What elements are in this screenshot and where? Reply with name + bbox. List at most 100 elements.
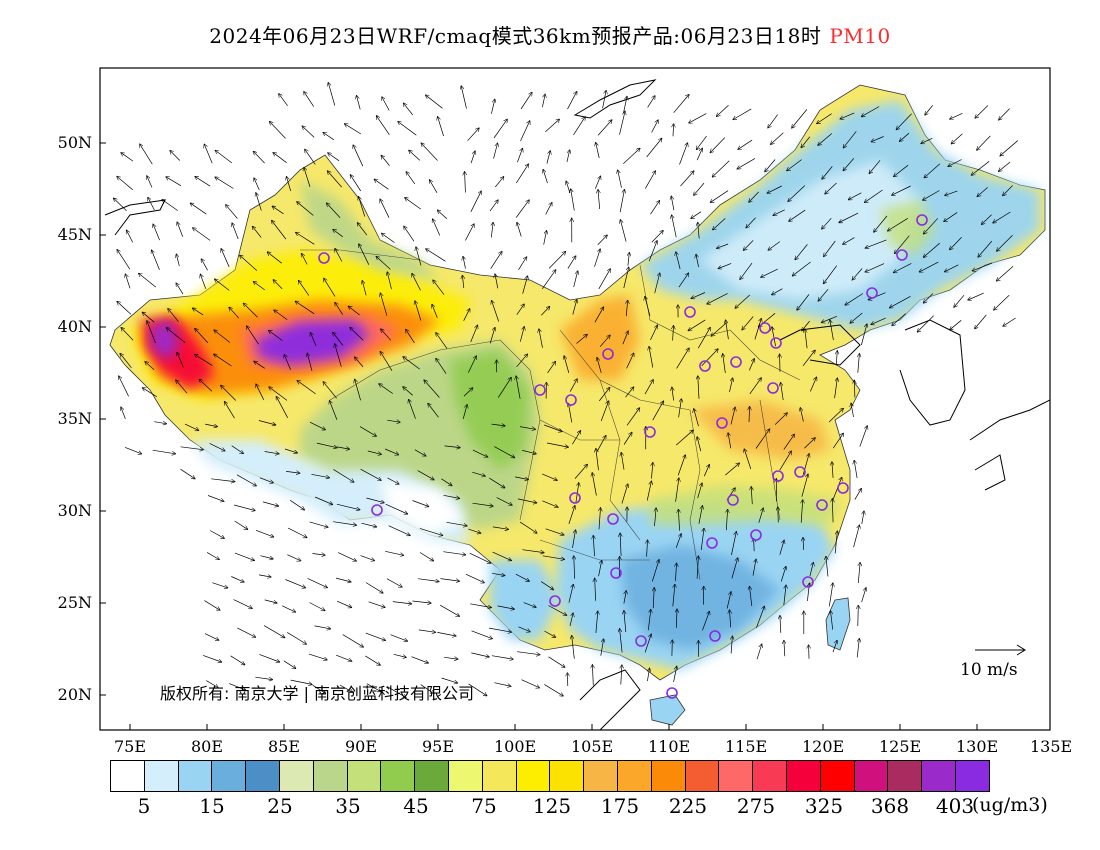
wind-arrow bbox=[471, 630, 493, 639]
wind-arrow bbox=[672, 387, 674, 401]
indochina-coast bbox=[579, 669, 641, 730]
wind-arrow bbox=[254, 361, 265, 369]
wind-arrow bbox=[972, 262, 993, 271]
legend-swatch bbox=[448, 760, 483, 792]
wind-arrow bbox=[767, 185, 782, 193]
wind-arrow bbox=[465, 224, 474, 241]
wind-arrow bbox=[771, 132, 784, 144]
wind-arrow bbox=[978, 240, 993, 257]
wind-arrow bbox=[314, 496, 332, 505]
wind-arrow bbox=[328, 171, 342, 188]
lat-label-40: 40N bbox=[57, 317, 92, 336]
wind-arrow bbox=[309, 421, 325, 430]
north-light bbox=[700, 160, 920, 300]
wind-arrow bbox=[361, 522, 376, 527]
tibet-white bbox=[380, 480, 465, 535]
wind-arrow bbox=[818, 288, 829, 301]
wind-arrow bbox=[215, 151, 233, 164]
wind-arrow bbox=[596, 436, 606, 452]
wind-arrow bbox=[206, 552, 219, 559]
wind-arrow bbox=[350, 175, 361, 192]
wind-arrow bbox=[854, 461, 858, 479]
wind-arrow bbox=[467, 128, 479, 141]
station-marker bbox=[534, 384, 546, 396]
wind-arrow bbox=[419, 528, 443, 535]
legend-swatch bbox=[820, 760, 855, 792]
wind-arrow bbox=[691, 292, 706, 299]
lon-label-90: 90E bbox=[345, 737, 378, 756]
wind-arrow bbox=[594, 176, 600, 189]
wind-arrow bbox=[925, 105, 933, 115]
province-borders bbox=[300, 249, 801, 581]
wind-arrow bbox=[568, 506, 575, 525]
wind-arrow bbox=[264, 599, 277, 603]
legend-label-25: 25 bbox=[267, 794, 293, 818]
station-marker bbox=[318, 252, 330, 264]
wind-arrow bbox=[679, 143, 688, 165]
station-marker bbox=[569, 492, 581, 504]
wind-arrow bbox=[170, 151, 181, 161]
wind-arrow bbox=[944, 212, 958, 221]
wind-arrow bbox=[365, 582, 383, 593]
wind-arrow bbox=[620, 629, 623, 653]
lat-label-50: 50N bbox=[57, 133, 92, 152]
wind-arrow bbox=[386, 578, 402, 587]
wind-arrow bbox=[595, 578, 596, 601]
wind-arrow bbox=[214, 354, 232, 367]
wind-arrow bbox=[117, 177, 134, 191]
wind-arrow bbox=[381, 156, 390, 166]
wind-arrow bbox=[517, 651, 540, 655]
wind-arrow bbox=[824, 240, 836, 256]
wind-arrow bbox=[461, 86, 467, 109]
legend-label-15: 15 bbox=[199, 794, 225, 818]
legend-swatch bbox=[212, 760, 247, 792]
wind-arrow bbox=[542, 94, 545, 108]
wind-arrow bbox=[822, 166, 833, 179]
wind-arrow bbox=[193, 228, 211, 241]
wind-arrow bbox=[463, 257, 466, 269]
wind-arrow bbox=[258, 420, 276, 425]
wind-arrow bbox=[651, 120, 659, 133]
wind-arrow bbox=[490, 252, 502, 269]
wind-arrow bbox=[673, 326, 674, 341]
wind-arrow bbox=[596, 449, 599, 471]
station-marker bbox=[772, 470, 784, 482]
wind-arrow bbox=[919, 261, 939, 272]
wind-arrow bbox=[305, 149, 316, 165]
wind-arrow bbox=[385, 503, 408, 514]
wind-arrow bbox=[698, 223, 700, 239]
wind-arrow bbox=[436, 359, 447, 374]
wind-arrow bbox=[895, 235, 910, 254]
legend-label-175: 175 bbox=[600, 794, 640, 818]
wind-arrow bbox=[717, 243, 729, 248]
wind-arrow bbox=[619, 111, 626, 135]
wind-arrow bbox=[491, 655, 513, 660]
wind-arrow bbox=[387, 477, 399, 484]
wind-arrow bbox=[119, 376, 129, 397]
wind-arrow bbox=[307, 578, 328, 587]
wind-arrow bbox=[783, 434, 795, 450]
wind-arrow bbox=[735, 294, 751, 308]
wind-arrow bbox=[977, 187, 988, 196]
wind-arrow bbox=[647, 540, 648, 557]
wind-arrow bbox=[234, 552, 254, 560]
wind-arrow bbox=[140, 144, 153, 165]
northeast-green bbox=[880, 200, 935, 255]
wind-arrow bbox=[678, 399, 682, 418]
wind-arrow bbox=[336, 654, 351, 661]
wind-arrow bbox=[444, 657, 458, 659]
wind-arrow bbox=[433, 280, 445, 295]
wind-arrow bbox=[1003, 317, 1016, 326]
wind-arrow bbox=[950, 112, 963, 119]
wind-arrow bbox=[542, 500, 557, 507]
wind-arrow bbox=[694, 182, 705, 195]
wind-arrow bbox=[648, 241, 657, 262]
wind-arrow bbox=[309, 602, 325, 611]
wind-arrow bbox=[849, 192, 862, 200]
wind-arrow bbox=[489, 477, 504, 488]
wind-arrow bbox=[406, 330, 415, 344]
wind-arrow bbox=[333, 332, 344, 346]
wind-arrow bbox=[236, 474, 256, 486]
wind-arrow bbox=[707, 293, 728, 304]
lon-label-85: 85E bbox=[268, 737, 301, 756]
